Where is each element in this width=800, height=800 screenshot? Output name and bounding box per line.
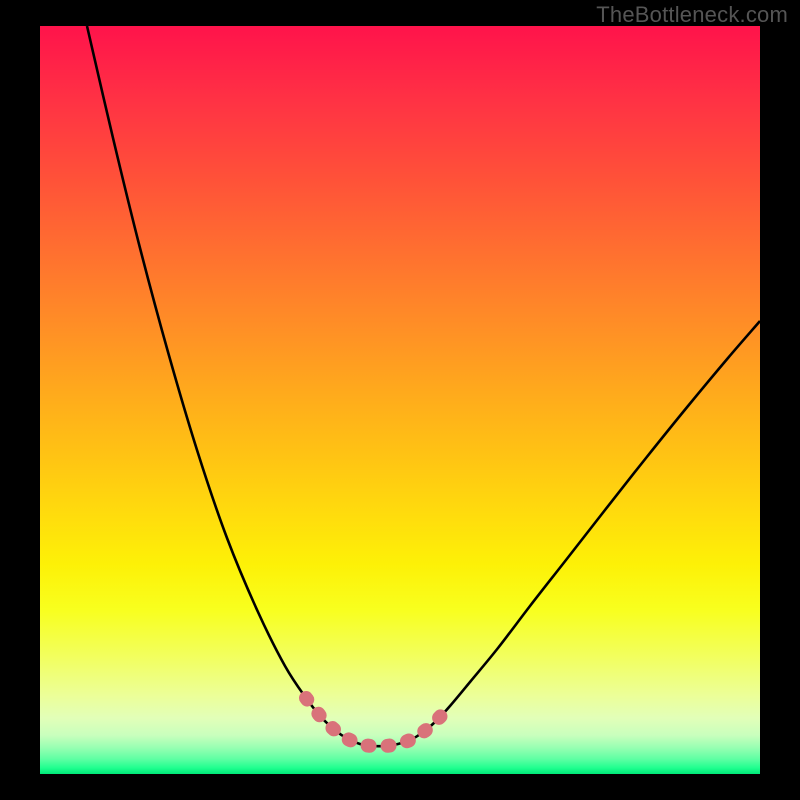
plot-area-gradient	[40, 26, 760, 774]
bottleneck-curve-chart	[0, 0, 800, 800]
chart-stage: TheBottleneck.com	[0, 0, 800, 800]
watermark-text: TheBottleneck.com	[596, 2, 788, 28]
